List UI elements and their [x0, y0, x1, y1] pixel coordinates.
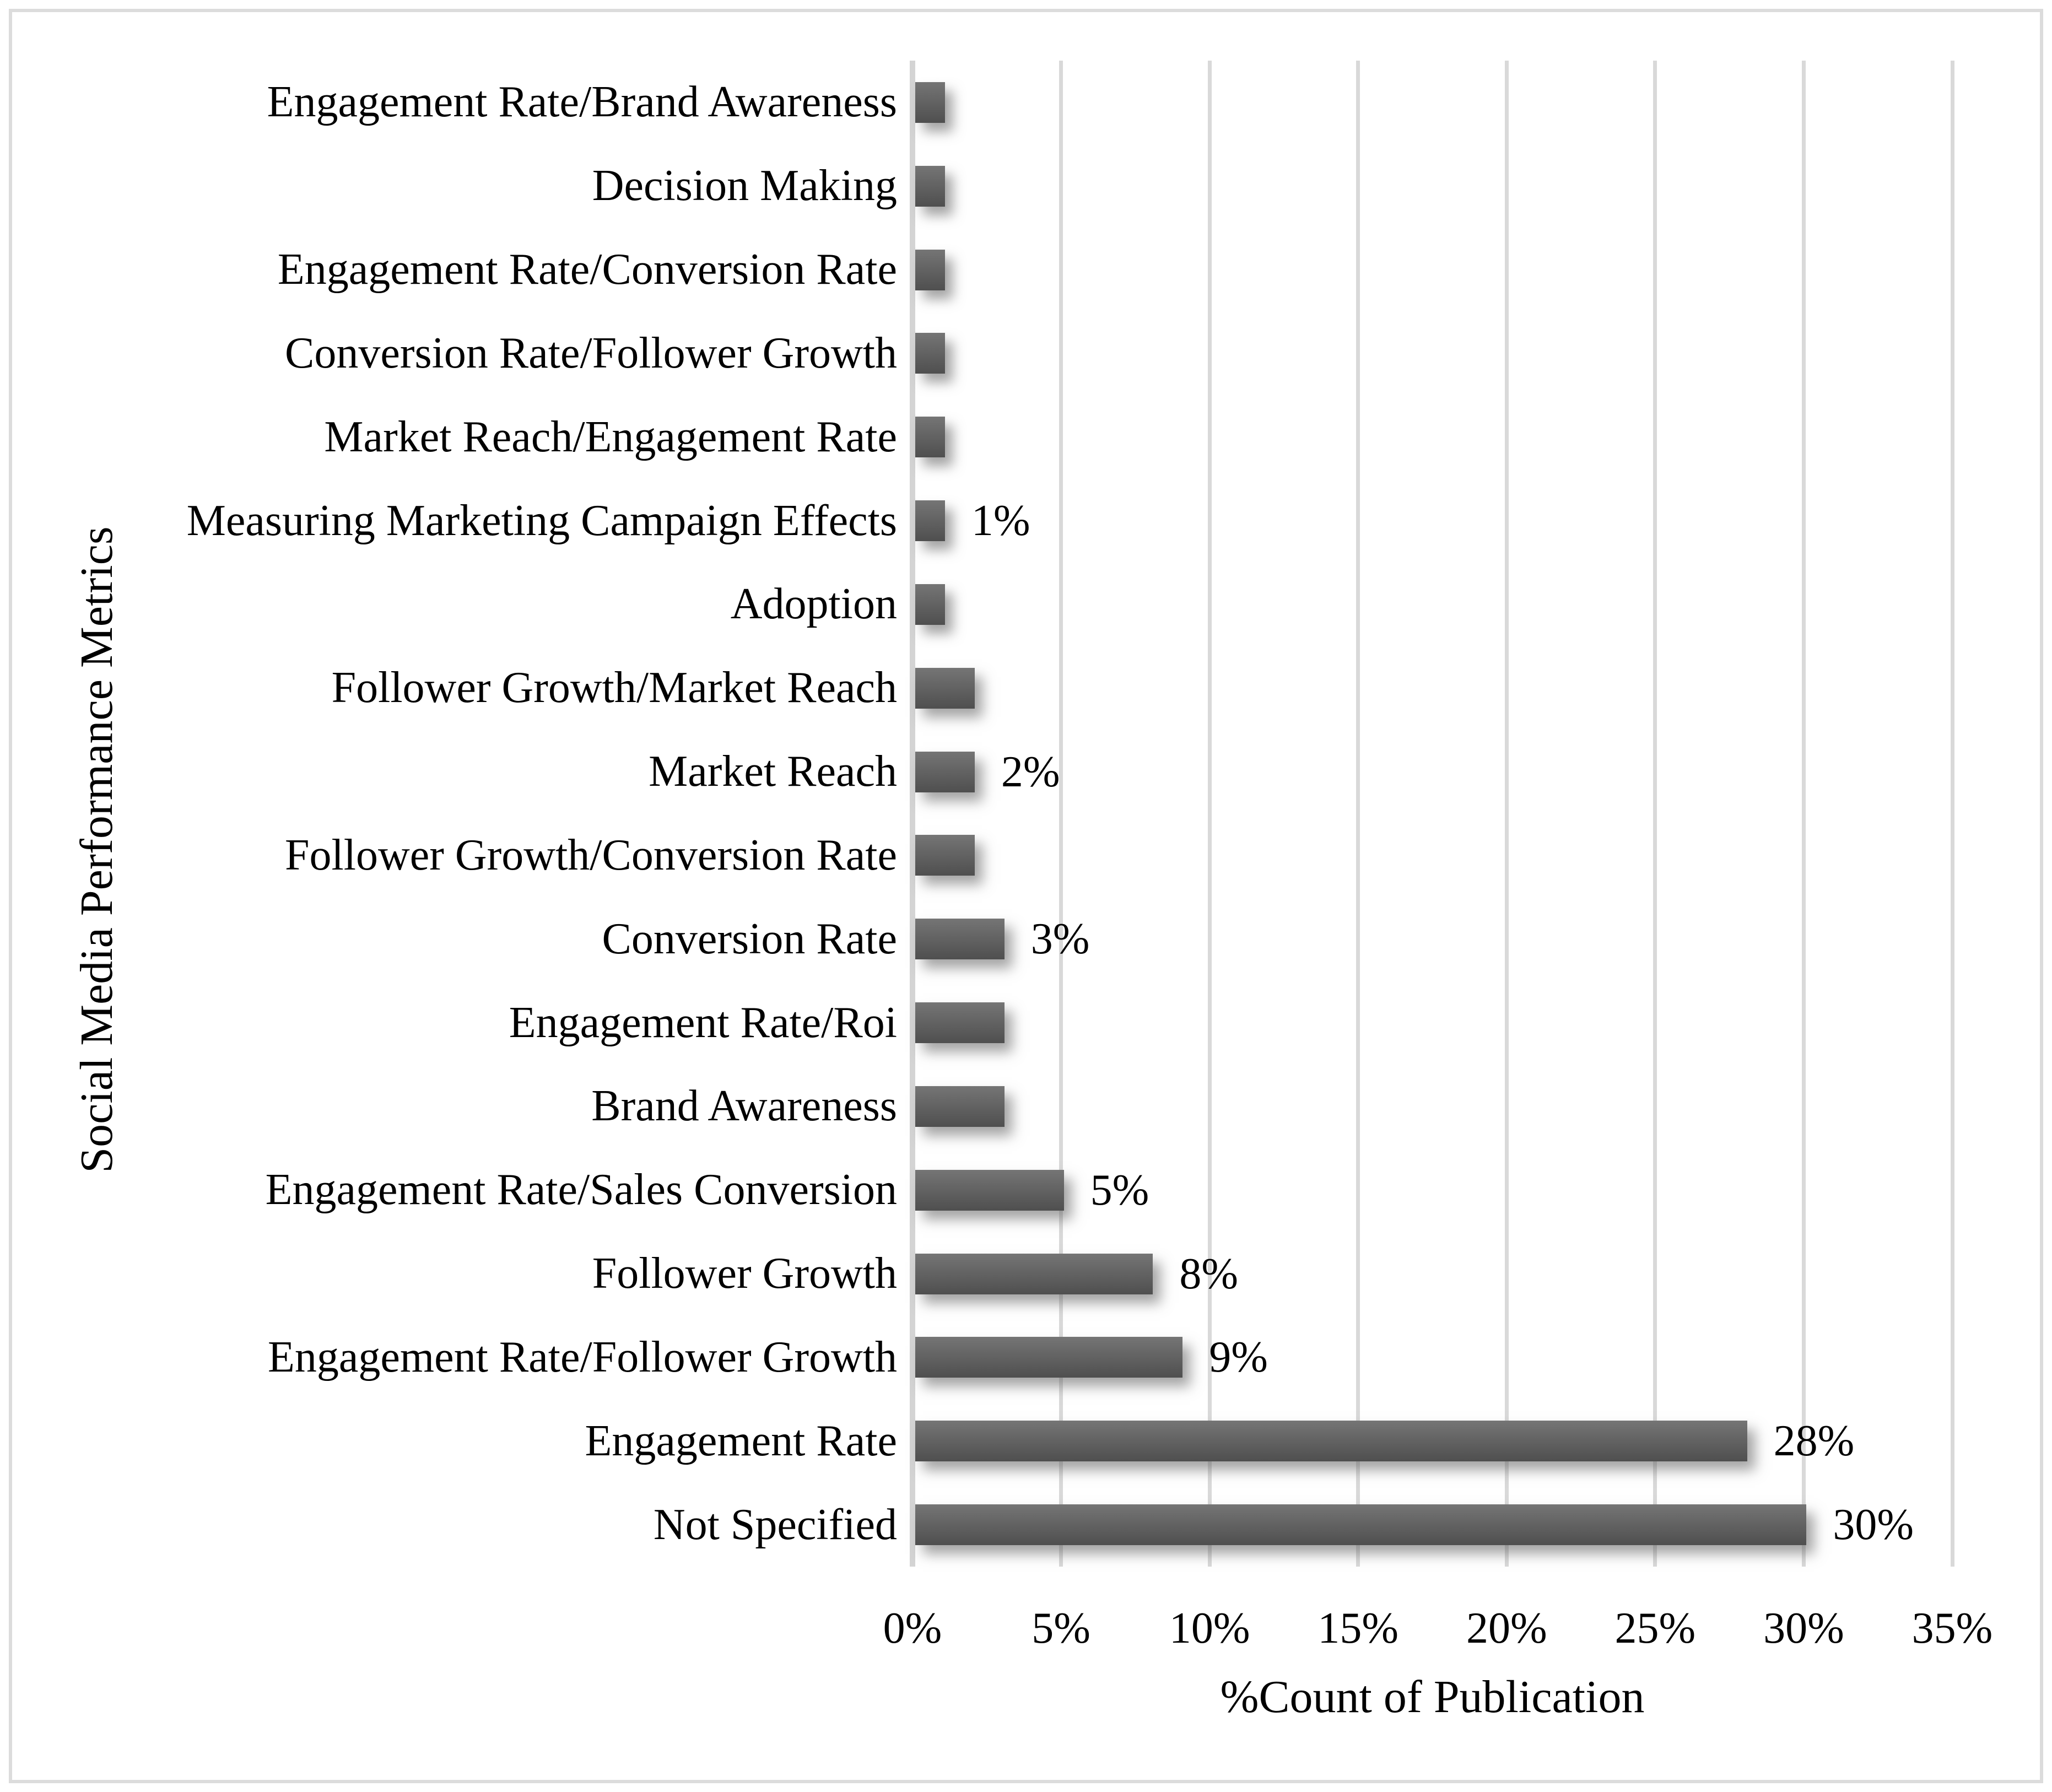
bar-row: 30%	[912, 1483, 1952, 1567]
category-label: Conversion Rate	[602, 914, 897, 963]
bar-row	[912, 981, 1952, 1065]
bar	[915, 1002, 1005, 1044]
bar-value-label: 30%	[1833, 1500, 1914, 1550]
bar	[915, 1504, 1807, 1546]
bar	[915, 333, 945, 374]
gridline-5%	[1059, 61, 1063, 1567]
category-label: Market Reach/Engagement Rate	[324, 412, 897, 461]
bar	[915, 1337, 1183, 1378]
bar	[915, 667, 975, 709]
bar-row	[912, 1065, 1952, 1148]
bar	[915, 751, 975, 792]
category-label: Market Reach	[649, 747, 897, 796]
bar-row: 5%	[912, 1148, 1952, 1232]
x-tick-label: 25%	[1614, 1604, 1696, 1653]
bar	[915, 82, 945, 123]
gridline-25%	[1653, 61, 1657, 1567]
x-axis-tick-labels: 0% 5% 10% 15% 20% 25% 30% 35%	[0, 1590, 2052, 1667]
bar	[915, 919, 1005, 960]
bar-row	[912, 814, 1952, 898]
category-label: Engagement Rate	[585, 1416, 897, 1465]
bar-row: 1%	[912, 479, 1952, 563]
bar	[915, 584, 945, 625]
category-label: Follower Growth/Conversion Rate	[285, 830, 897, 879]
x-axis-title: %Count of Publication	[1220, 1671, 1645, 1723]
gridline-15%	[1356, 61, 1360, 1567]
bar-row	[912, 646, 1952, 730]
bar-row	[912, 395, 1952, 479]
category-label: Engagement Rate/Roi	[509, 998, 897, 1047]
bar-row: 9%	[912, 1316, 1952, 1400]
category-label: Not Specified	[653, 1500, 897, 1549]
gridline-10%	[1207, 61, 1212, 1567]
plot-area: 1% 2% 3% 5% 8% 9% 28% 30%	[910, 61, 1954, 1567]
bar-row	[912, 228, 1952, 312]
bar-value-label: 28%	[1773, 1417, 1855, 1466]
category-label: Engagement Rate/Follower Growth	[268, 1332, 897, 1381]
bar-row: 28%	[912, 1399, 1952, 1483]
bar-row	[912, 144, 1952, 228]
category-label: Engagement Rate/Sales Conversion	[265, 1165, 897, 1215]
category-label: Follower Growth	[592, 1249, 897, 1298]
x-tick-label: 10%	[1169, 1604, 1250, 1653]
category-label: Conversion Rate/Follower Growth	[285, 328, 897, 377]
bar	[915, 1421, 1747, 1462]
category-label: Follower Growth/Market Reach	[331, 663, 897, 713]
category-label: Adoption	[730, 580, 897, 629]
bar-value-label: 8%	[1179, 1249, 1238, 1298]
x-tick-label: 5%	[1032, 1604, 1090, 1653]
x-tick-label: 15%	[1317, 1604, 1399, 1653]
y-axis-category-labels: Engagement Rate/Brand Awareness Decision …	[33, 61, 897, 1567]
category-label: Engagement Rate/Brand Awareness	[267, 78, 897, 127]
bar	[915, 1253, 1153, 1294]
gridline-30%	[1801, 61, 1806, 1567]
bar	[915, 417, 945, 458]
bar-value-label: 1%	[971, 496, 1030, 546]
category-axis-line	[910, 61, 915, 1567]
bar	[915, 249, 945, 290]
bar	[915, 835, 975, 876]
bar	[915, 165, 945, 207]
bar-value-label: 3%	[1030, 915, 1090, 964]
x-tick-label: 30%	[1763, 1604, 1844, 1653]
gridline-20%	[1504, 61, 1509, 1567]
bar-row: 2%	[912, 730, 1952, 814]
bar-value-label: 5%	[1090, 1165, 1149, 1215]
bar	[915, 1169, 1064, 1211]
bar-value-label: 2%	[1001, 747, 1060, 796]
bar-row	[912, 61, 1952, 144]
bar-value-label: 9%	[1209, 1333, 1268, 1382]
x-tick-label: 0%	[883, 1604, 942, 1653]
category-label: Decision Making	[592, 161, 897, 210]
category-label: Measuring Marketing Campaign Effects	[186, 496, 897, 545]
category-label: Brand Awareness	[591, 1082, 897, 1131]
bar-row: 3%	[912, 897, 1952, 981]
x-tick-label: 20%	[1466, 1604, 1547, 1653]
bar-row	[912, 563, 1952, 646]
figure-border	[9, 9, 2043, 1783]
bar-row: 8%	[912, 1232, 1952, 1316]
bar	[915, 1086, 1005, 1127]
x-tick-label: 35%	[1911, 1604, 1993, 1653]
category-label: Engagement Rate/Conversion Rate	[277, 245, 897, 294]
gridline-35%	[1950, 61, 1954, 1567]
bar-row	[912, 312, 1952, 396]
bar	[915, 500, 945, 542]
